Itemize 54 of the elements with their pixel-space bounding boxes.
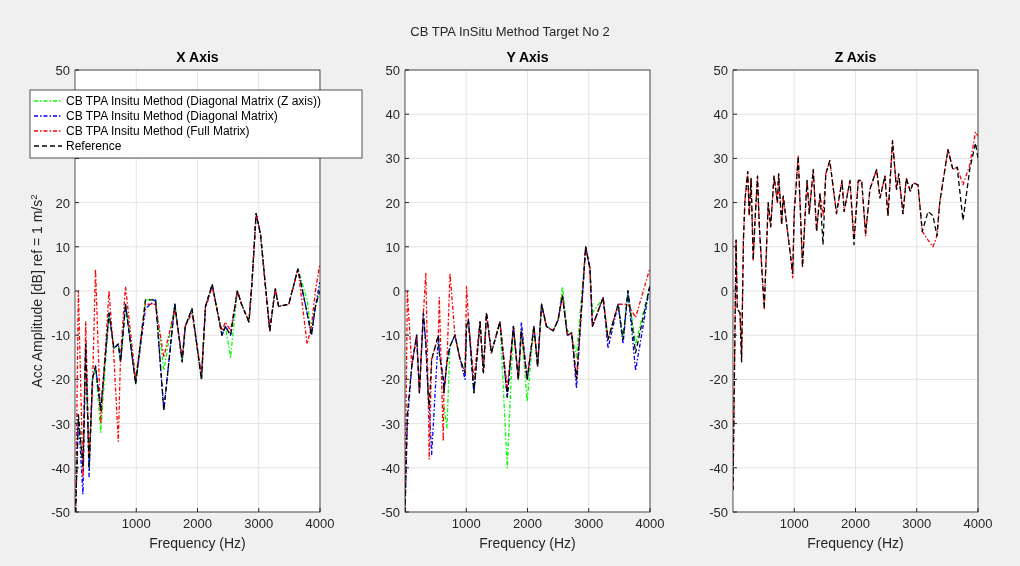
chart-title: Z Axis (834, 49, 877, 65)
x-tick-label: 2000 (183, 516, 212, 531)
y-tick-label: 30 (713, 151, 728, 167)
y-tick-label: -30 (381, 416, 400, 432)
x-axis-title: Frequency (Hz) (149, 535, 246, 551)
y-tick-label: 50 (713, 63, 728, 78)
y-tick-label: -10 (51, 328, 70, 344)
y-tick-label: 10 (55, 239, 70, 255)
y-tick-label: 20 (713, 195, 728, 211)
chart-title: X Axis (176, 49, 219, 65)
y-tick-label: 40 (385, 107, 400, 123)
y-tick-label: 30 (385, 151, 400, 167)
y-tick-label: 20 (55, 195, 70, 211)
y-tick-label: -40 (51, 460, 70, 476)
y-tick-label: -40 (381, 460, 400, 476)
x-tick-label: 2000 (841, 516, 870, 531)
y-tick-label: 0 (392, 284, 400, 299)
x-tick-label: 1000 (121, 516, 151, 531)
y-tick-label: 40 (713, 107, 728, 123)
y-tick-label: -50 (51, 505, 70, 520)
x-axis-title: Frequency (Hz) (807, 535, 904, 551)
y-tick-label: -30 (709, 416, 728, 432)
x-tick-label: 4000 (635, 516, 665, 531)
x-tick-label: 3000 (574, 516, 604, 531)
legend-label: Reference (66, 139, 122, 153)
x-tick-label: 3000 (902, 516, 932, 531)
y-tick-label: 10 (713, 239, 728, 255)
y-tick-label: 50 (385, 63, 400, 78)
text: CB TPA InSitu Method Target No 2 (410, 24, 610, 39)
y-tick-label: -10 (709, 328, 728, 344)
x-tick-label: 4000 (963, 516, 993, 531)
x-tick-label: 1000 (779, 516, 809, 531)
x-tick-label: 2000 (513, 516, 542, 531)
legend-label: CB TPA Insitu Method (Diagonal Matrix) (66, 109, 278, 123)
x-tick-label: 3000 (244, 516, 274, 531)
y-tick-label: -20 (709, 372, 728, 388)
legend-label: CB TPA Insitu Method (Diagonal Matrix (Z axis)) (66, 94, 321, 108)
legend-label: CB TPA Insitu Method (Full Matrix) (66, 124, 250, 138)
y-tick-label: 10 (385, 239, 400, 255)
y-tick-label: -10 (381, 328, 400, 344)
chart-title: Y Axis (506, 49, 549, 65)
y-tick-label: 20 (385, 195, 400, 211)
y-tick-label: -30 (51, 416, 70, 432)
y-tick-label: -40 (709, 460, 728, 476)
x-tick-label: 4000 (305, 516, 335, 531)
y-tick-label: -50 (709, 505, 728, 520)
y-tick-label: -20 (51, 372, 70, 388)
x-tick-label: 1000 (451, 516, 481, 531)
y-tick-label: -20 (381, 372, 400, 388)
y-tick-label: 50 (55, 63, 70, 78)
y-tick-label: 0 (720, 284, 728, 299)
y-tick-label: 0 (62, 284, 70, 299)
y-tick-label: -50 (381, 505, 400, 520)
x-axis-title: Frequency (Hz) (479, 535, 576, 551)
